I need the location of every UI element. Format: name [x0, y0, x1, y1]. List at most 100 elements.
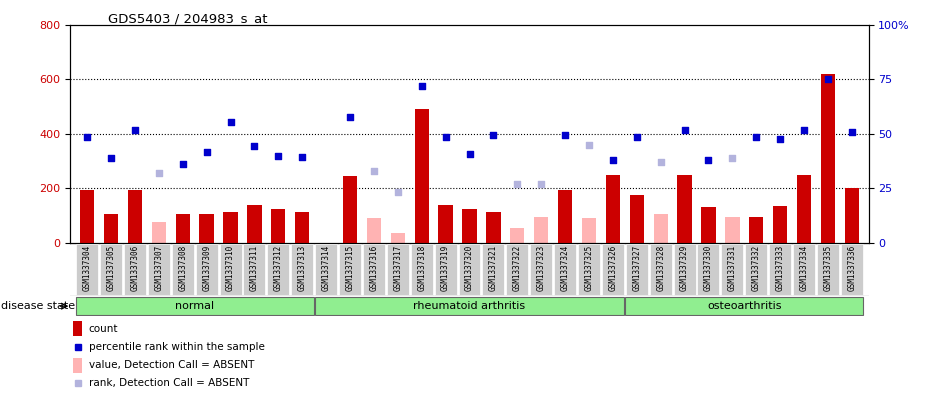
FancyBboxPatch shape: [220, 244, 241, 295]
Text: GSM1337323: GSM1337323: [537, 244, 546, 291]
Text: GSM1337315: GSM1337315: [346, 244, 355, 291]
FancyBboxPatch shape: [410, 244, 433, 295]
Bar: [199, 214, 214, 243]
Point: [581, 141, 596, 148]
Bar: [677, 175, 692, 243]
FancyBboxPatch shape: [793, 244, 815, 295]
Point: [629, 133, 644, 140]
Text: rank, Detection Call = ABSENT: rank, Detection Call = ABSENT: [88, 378, 249, 388]
Bar: [773, 206, 787, 243]
Point: [844, 129, 859, 136]
Point: [128, 127, 143, 133]
Bar: [462, 209, 477, 243]
Bar: [439, 205, 453, 243]
Bar: [104, 214, 118, 243]
FancyBboxPatch shape: [76, 244, 99, 295]
Bar: [152, 222, 166, 243]
Text: GDS5403 / 204983_s_at: GDS5403 / 204983_s_at: [108, 12, 268, 25]
Text: GSM1337332: GSM1337332: [752, 244, 761, 291]
Text: GSM1337308: GSM1337308: [178, 244, 187, 291]
FancyBboxPatch shape: [362, 244, 385, 295]
Point: [725, 155, 740, 162]
Bar: [701, 208, 716, 243]
FancyBboxPatch shape: [458, 244, 481, 295]
FancyBboxPatch shape: [817, 244, 839, 295]
Bar: [73, 321, 83, 336]
FancyBboxPatch shape: [483, 244, 504, 295]
Bar: [295, 211, 309, 243]
FancyBboxPatch shape: [554, 244, 577, 295]
Text: osteoarthritis: osteoarthritis: [707, 301, 781, 311]
FancyBboxPatch shape: [673, 244, 696, 295]
Text: normal: normal: [176, 301, 214, 311]
FancyBboxPatch shape: [578, 244, 600, 295]
Text: GSM1337331: GSM1337331: [728, 244, 737, 291]
Bar: [510, 228, 525, 243]
Point: [773, 136, 788, 142]
Bar: [558, 190, 572, 243]
Point: [748, 133, 763, 140]
FancyBboxPatch shape: [506, 244, 529, 295]
Bar: [73, 358, 83, 373]
FancyBboxPatch shape: [602, 244, 623, 295]
FancyBboxPatch shape: [291, 244, 314, 295]
Point: [199, 149, 214, 155]
Text: GSM1337322: GSM1337322: [513, 244, 522, 291]
FancyBboxPatch shape: [316, 244, 337, 295]
Text: GSM1337307: GSM1337307: [154, 244, 163, 291]
FancyBboxPatch shape: [172, 244, 193, 295]
Text: GSM1337328: GSM1337328: [656, 244, 665, 291]
Text: disease state: disease state: [1, 301, 75, 311]
Text: rheumatoid arthritis: rheumatoid arthritis: [413, 301, 526, 311]
Text: GSM1337311: GSM1337311: [250, 244, 259, 291]
Bar: [534, 217, 548, 243]
Point: [103, 155, 118, 162]
Point: [485, 132, 500, 138]
FancyBboxPatch shape: [195, 244, 218, 295]
Point: [558, 132, 573, 138]
FancyBboxPatch shape: [721, 244, 744, 295]
Point: [606, 156, 621, 163]
Point: [223, 118, 239, 125]
Bar: [247, 205, 262, 243]
Bar: [80, 190, 94, 243]
FancyBboxPatch shape: [531, 244, 552, 295]
FancyBboxPatch shape: [100, 244, 122, 295]
Point: [821, 76, 836, 83]
Text: GSM1337317: GSM1337317: [393, 244, 402, 291]
Text: GSM1337312: GSM1337312: [274, 244, 283, 291]
Bar: [606, 175, 620, 243]
Text: GSM1337326: GSM1337326: [608, 244, 617, 291]
Bar: [630, 195, 644, 243]
Point: [439, 133, 454, 140]
Point: [176, 161, 191, 167]
Bar: [845, 188, 859, 243]
Text: GSM1337334: GSM1337334: [799, 244, 808, 291]
Bar: [725, 217, 740, 243]
Point: [391, 189, 406, 196]
Point: [343, 114, 358, 121]
Bar: [176, 214, 190, 243]
Point: [247, 143, 262, 149]
FancyBboxPatch shape: [76, 297, 314, 315]
Point: [80, 133, 95, 140]
Text: GSM1337310: GSM1337310: [226, 244, 235, 291]
FancyBboxPatch shape: [268, 244, 289, 295]
Bar: [128, 190, 142, 243]
Bar: [391, 233, 405, 243]
FancyBboxPatch shape: [698, 244, 719, 295]
Text: value, Detection Call = ABSENT: value, Detection Call = ABSENT: [88, 360, 254, 370]
Text: GSM1337314: GSM1337314: [322, 244, 331, 291]
Text: GSM1337336: GSM1337336: [847, 244, 856, 291]
Text: GSM1337318: GSM1337318: [417, 244, 426, 291]
Text: GSM1337319: GSM1337319: [441, 244, 450, 291]
FancyBboxPatch shape: [243, 244, 266, 295]
Text: percentile rank within the sample: percentile rank within the sample: [88, 342, 265, 352]
FancyBboxPatch shape: [339, 244, 361, 295]
Text: GSM1337305: GSM1337305: [106, 244, 115, 291]
Bar: [223, 211, 238, 243]
Text: GSM1337325: GSM1337325: [584, 244, 593, 291]
Point: [700, 156, 716, 163]
Bar: [367, 219, 381, 243]
Point: [654, 159, 669, 165]
